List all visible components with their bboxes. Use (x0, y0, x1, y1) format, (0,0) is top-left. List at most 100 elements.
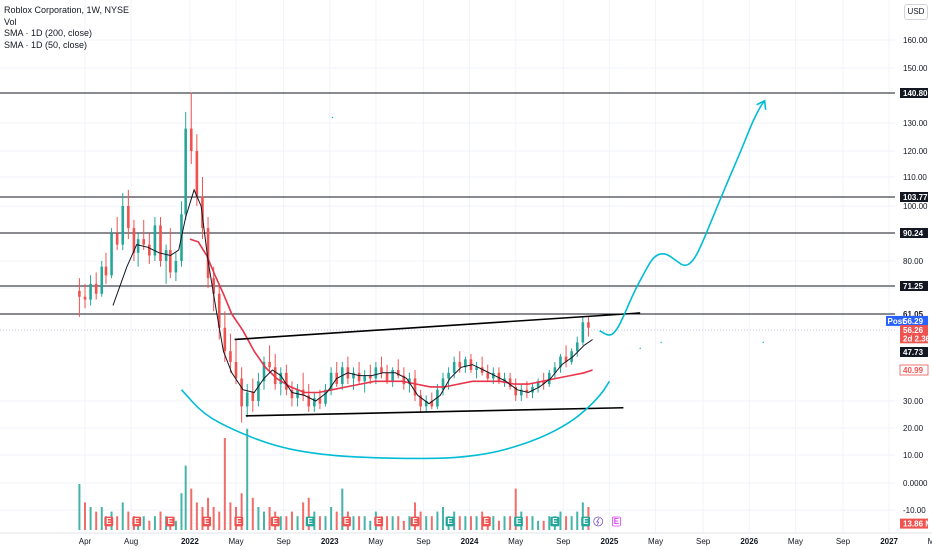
candle-body (234, 361, 238, 379)
earnings-marker (342, 516, 351, 527)
volume-bar (397, 516, 400, 530)
price-label-text: 140.80 (903, 89, 928, 98)
volume-bar (419, 511, 422, 530)
candle-body (78, 290, 81, 297)
earnings-marker (481, 516, 491, 527)
earnings-marker (581, 516, 591, 527)
earnings-marker-label: E (583, 517, 589, 526)
candle-body (174, 261, 178, 273)
candle-body (497, 372, 501, 382)
projection-path (599, 100, 766, 336)
volume-bar (341, 488, 344, 530)
candle-body (525, 389, 529, 393)
candle-body (430, 401, 434, 407)
time-tick-label: Sep (696, 537, 711, 546)
price-tick-label: 130.00 (903, 119, 928, 128)
volume-bar (531, 516, 534, 530)
volume-bar (257, 507, 260, 530)
candle-body (413, 378, 417, 396)
candle-body (132, 228, 136, 253)
volume-bar (464, 516, 467, 530)
volume-bar (190, 488, 193, 530)
time-tick-label: Sep (416, 537, 431, 546)
sma200-indicator-label[interactable]: SMA · 1D (200, close) (4, 28, 93, 38)
volume-bar (514, 488, 517, 530)
candle-body (94, 283, 98, 294)
symbol-title[interactable]: Roblox Corporation, 1W, NYSE (4, 5, 130, 15)
candle-body (273, 367, 277, 385)
post-tag-text: Post (888, 317, 906, 326)
price-label-badge (900, 309, 928, 319)
candle-body (391, 369, 394, 382)
volume-bar (180, 493, 183, 530)
candle-body (268, 361, 271, 368)
earnings-marker (611, 516, 621, 527)
time-tick-label: 2027 (880, 537, 898, 546)
volume-bar (285, 516, 288, 530)
time-tick-label: Sep (276, 537, 291, 546)
volume-bar (335, 511, 338, 530)
horizontal-levels (0, 92, 895, 331)
price-label-badge (900, 315, 928, 326)
earnings-marker-label: E (134, 517, 140, 526)
price-label-badge (900, 88, 928, 98)
candle-body (486, 372, 490, 379)
time-tick-label: Sep (556, 537, 571, 546)
candle-body (313, 398, 316, 407)
sma50-indicator-label[interactable]: SMA · 1D (50, close) (4, 39, 88, 50)
volume-bar (402, 520, 405, 530)
volume-bar (290, 511, 293, 530)
price-tick-label: 20.00 (903, 424, 924, 433)
candle-body (318, 398, 322, 404)
volume-bar (83, 502, 86, 530)
volume-bar (207, 497, 210, 530)
candle-body (547, 372, 551, 385)
moving-averages (112, 188, 593, 405)
candle-body (447, 372, 450, 379)
candle-body (542, 381, 545, 385)
earnings-marker-label: E (307, 517, 313, 526)
volume-bar (100, 507, 103, 530)
price-tick-label: 0.0000 (903, 479, 928, 488)
volume-bar (537, 520, 540, 530)
candle-body (223, 327, 227, 352)
candle-body (189, 128, 193, 151)
volume-bar (240, 493, 243, 530)
candle-body (279, 372, 283, 385)
volume-bar (358, 516, 361, 530)
candle-body (245, 392, 249, 407)
volume-bar (218, 511, 221, 530)
volume-bar (458, 516, 461, 530)
earnings-marker-label: E (614, 517, 620, 526)
candle-body (402, 375, 406, 385)
earnings-marker-label: E (106, 517, 112, 526)
volume-bar (159, 511, 162, 530)
candle-body (115, 233, 119, 245)
candle-body (424, 401, 428, 407)
time-tick-label: May (648, 537, 663, 546)
price-label-text: 56.26 (903, 326, 924, 335)
candle-body (531, 386, 534, 393)
price-tick-label: 110.00 (903, 173, 927, 182)
candle-body (363, 375, 366, 382)
currency-button[interactable]: USD (904, 4, 928, 20)
time-tick-label: May (228, 537, 243, 546)
price-label-text: 71.25 (903, 282, 924, 291)
earnings-marker-label: E (412, 517, 418, 526)
volume-indicator-label[interactable]: Vol (4, 16, 17, 27)
time-tick-label: May (928, 537, 932, 546)
candle-body (257, 381, 260, 401)
time-tick-label: May (508, 537, 523, 546)
candle-body (240, 378, 243, 407)
earnings-marker (165, 516, 175, 527)
lower-trendline (245, 406, 624, 417)
price-axis: 160.00 150.00 130.00 120.00 110.00 100.00 80.0… (886, 36, 932, 529)
volume-bar (436, 511, 439, 530)
candle-body (201, 196, 204, 229)
candle-body (229, 351, 232, 362)
price-label-text: 90.24 (903, 229, 924, 238)
price-label-badge (900, 325, 928, 336)
volume-bar (430, 516, 433, 530)
